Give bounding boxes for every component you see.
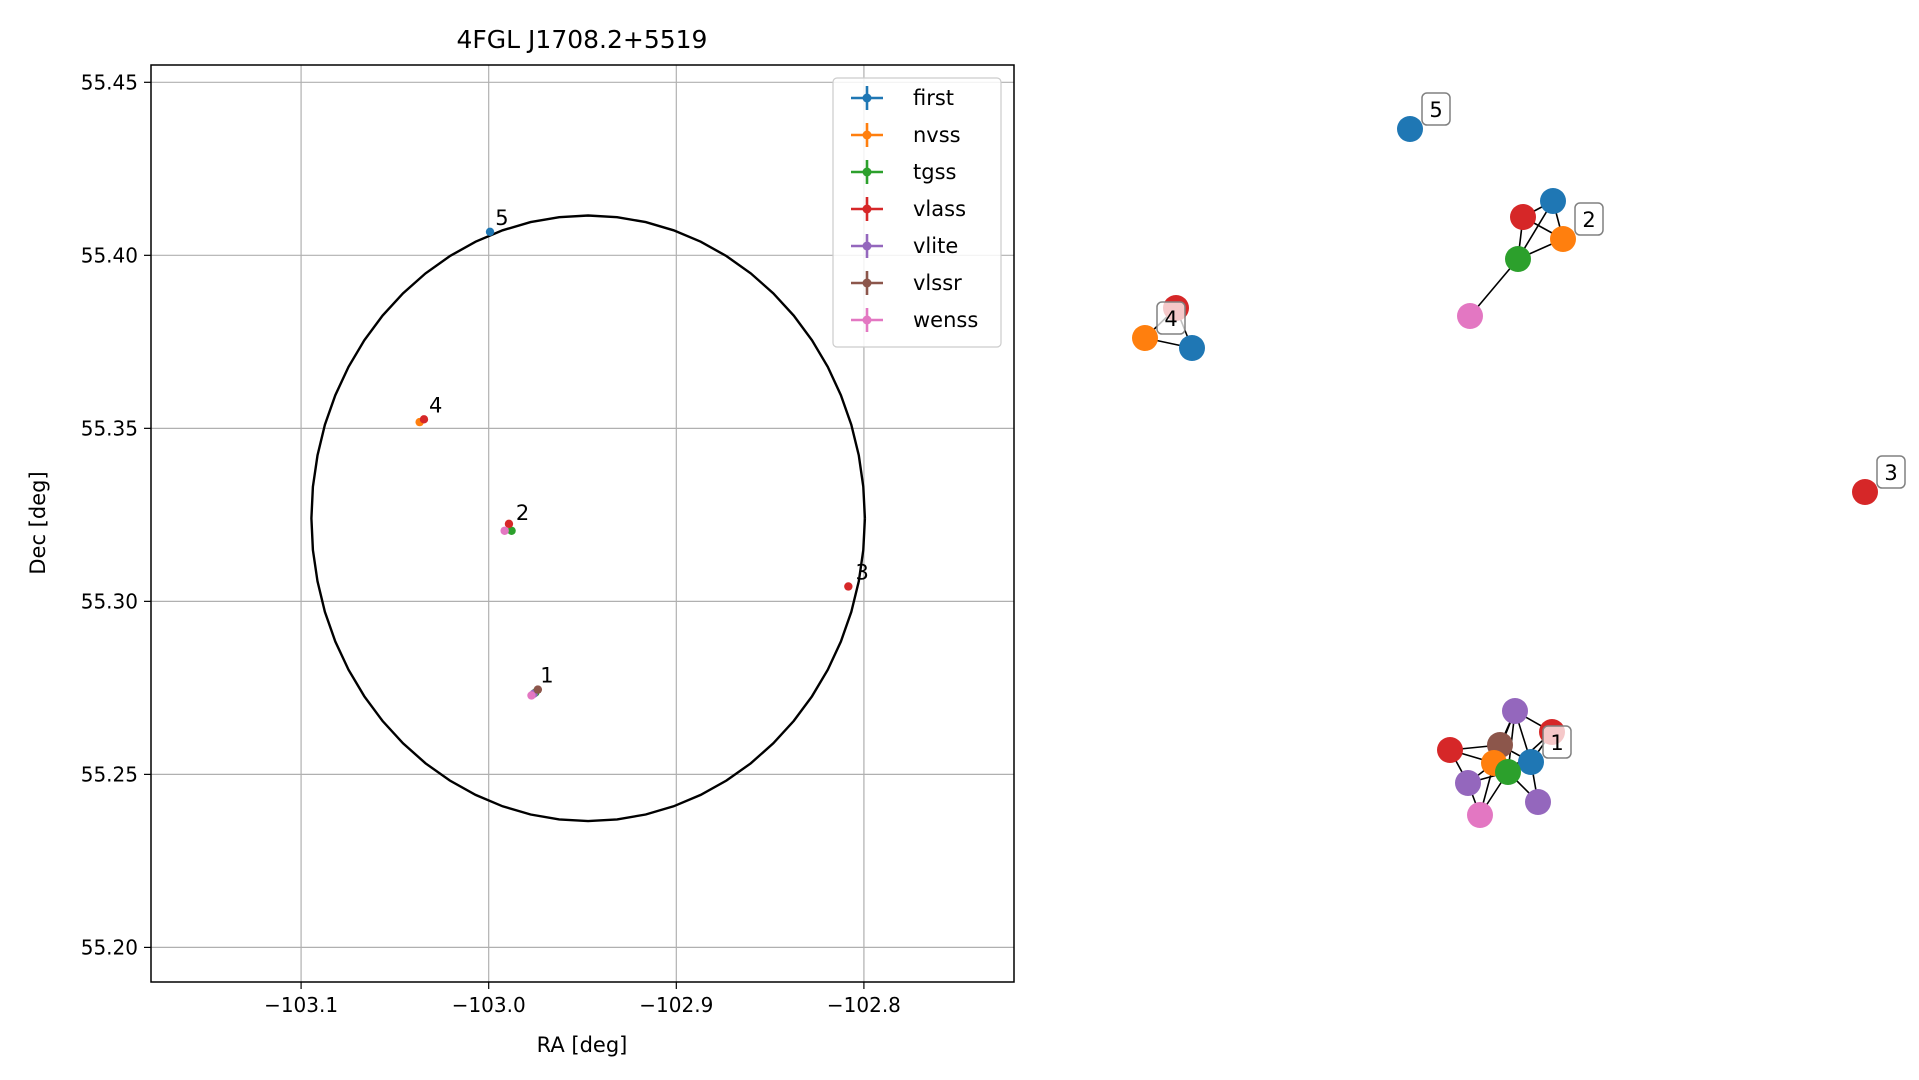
scatter-points: [415, 227, 853, 700]
legend-label-vlssr: vlssr: [913, 271, 962, 295]
graph-node: [1852, 479, 1878, 505]
point-vlssr: [533, 685, 543, 694]
legend-dot-first: [862, 93, 872, 103]
graph-label-box: [1574, 202, 1604, 236]
plot-frame: [150, 64, 1015, 983]
chart-title: 4FGL J1708.2+5519: [457, 25, 708, 54]
point-annotations: 1 2 3 4 5: [429, 206, 869, 688]
point-vlass: [504, 519, 514, 529]
error-ellipse: [310, 214, 867, 823]
point-first: [485, 227, 495, 236]
y-tick-label: 55.45: [81, 70, 138, 94]
x-tick-label: −102.8: [827, 993, 901, 1017]
point-wenss: [500, 526, 509, 535]
legend-frame: [832, 77, 1002, 348]
error-ellipse-layer: [310, 214, 867, 823]
point-annotation: 2: [516, 501, 529, 525]
graph-node-label: 4: [1164, 307, 1177, 331]
y-tick-label: 55.20: [81, 935, 138, 959]
legend-dot-wenss: [862, 315, 872, 325]
graph-node: [1132, 325, 1158, 351]
legend: first nvss tgss vlass vlite vlssr wenss: [832, 77, 1002, 348]
legend-label-tgss: tgss: [913, 160, 956, 184]
x-tick-label: −102.9: [639, 993, 713, 1017]
point-wenss: [527, 691, 536, 700]
x-tick-label: −103.1: [264, 993, 338, 1017]
graph-node: [1518, 749, 1544, 775]
match-graph: 5 2 4 3 1: [1132, 92, 1906, 828]
legend-label-wenss: wenss: [913, 308, 978, 332]
y-tick-label: 55.25: [81, 762, 138, 786]
legend-label-first: first: [913, 86, 954, 110]
graph-node-label: 5: [1429, 98, 1442, 122]
legend-label-nvss: nvss: [913, 123, 961, 147]
point-tgss: [507, 526, 516, 535]
legend-dot-vlssr: [862, 278, 872, 288]
graph-node: [1540, 188, 1566, 214]
graph-node: [1455, 770, 1481, 796]
graph-node: [1502, 698, 1528, 724]
graph-node-label: 1: [1550, 731, 1563, 755]
y-tick-label: 55.40: [81, 243, 138, 267]
graph-node: [1397, 116, 1423, 142]
x-axis-label: RA [deg]: [537, 1033, 628, 1057]
graph-node: [1457, 303, 1483, 329]
axis-ticks: −103.1 −103.0 −102.9 −102.8 55.20 55.25 55.30 5…: [81, 70, 901, 1017]
legend-label-vlass: vlass: [913, 197, 966, 221]
graph-node-label: 3: [1884, 461, 1897, 485]
point-annotation: 5: [495, 206, 508, 230]
legend-label-vlite: vlite: [913, 234, 958, 258]
legend-dot-tgss: [862, 167, 872, 177]
graph-node: [1467, 802, 1493, 828]
y-axis-label: Dec [deg]: [26, 471, 50, 574]
graph-label-box: [1876, 455, 1906, 489]
graph-node: [1179, 335, 1205, 361]
legend-dot-vlass: [862, 204, 872, 214]
y-tick-label: 55.30: [81, 589, 138, 613]
point-annotation: 3: [855, 561, 868, 585]
graph-node: [1525, 789, 1551, 815]
point-vlass: [419, 415, 429, 424]
graph-label-box: [1156, 301, 1186, 335]
graph-label-box: [1542, 725, 1572, 759]
point-annotation: 1: [540, 664, 553, 688]
graph-label-box: [1421, 92, 1451, 126]
point-annotation: 4: [429, 393, 442, 417]
graph-node: [1437, 737, 1463, 763]
legend-dot-vlite: [862, 241, 872, 251]
point-vlass: [844, 582, 853, 591]
x-tick-label: −103.0: [452, 993, 526, 1017]
graph-node: [1550, 226, 1576, 252]
graph-node: [1510, 204, 1536, 230]
legend-dot-nvss: [862, 130, 872, 140]
y-tick-label: 55.35: [81, 416, 138, 440]
graph-node: [1495, 759, 1521, 785]
graph-node: [1505, 246, 1531, 272]
graph-node-label: 2: [1582, 208, 1595, 232]
